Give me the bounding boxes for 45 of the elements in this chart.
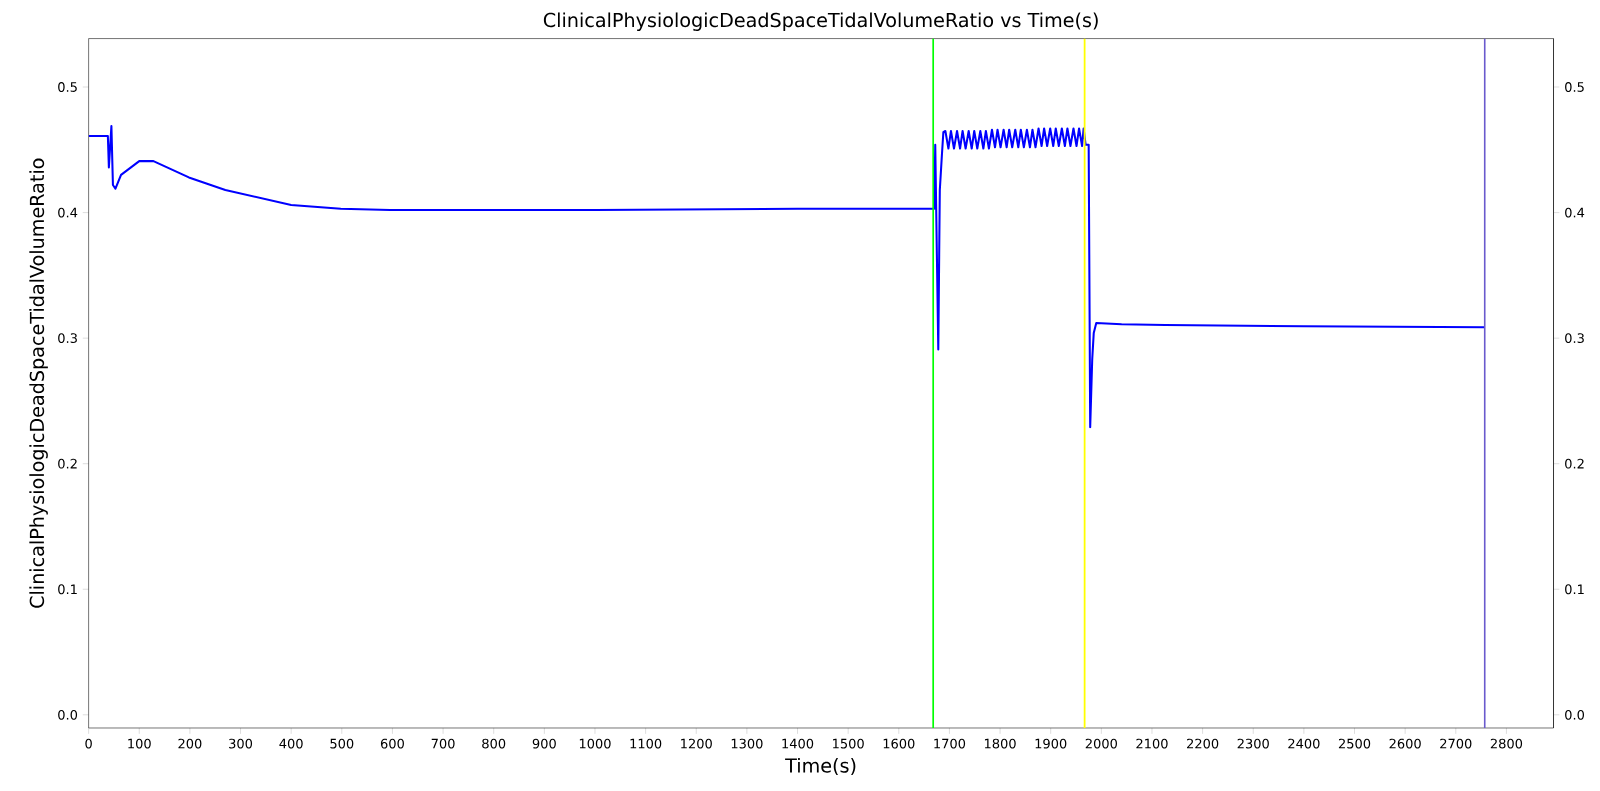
y-axis-title: ClinicalPhysiologicDeadSpaceTidalVolumeRatio [29,158,48,608]
x-tick-label: 2400 [1288,738,1320,749]
line-series [88,124,1486,429]
y2-tick-label: 0.4 [1565,207,1585,218]
x-tick-label: 1000 [579,738,611,749]
x-tick-label: 100 [128,738,151,749]
y2-tick-label: 0.0 [1565,709,1585,720]
x-tick-label: 1300 [731,738,763,749]
x-tick-label: 1200 [681,738,712,749]
x-tick-label: 2300 [1237,738,1269,749]
y-tick-label: 0.4 [58,207,78,218]
x-tick-label: 600 [380,738,404,749]
x-tick-label: 2700 [1440,738,1472,749]
x-tick-label: 2600 [1389,738,1421,749]
x-axis-title: Time(s) [785,757,856,775]
x-tick-label: 400 [279,738,303,749]
x-tick-label: 900 [532,738,556,749]
x-tick-label: 1600 [883,738,915,749]
x-tick-label: 500 [330,738,354,749]
y-tick-label: 0.2 [58,458,77,469]
y-tick-label: 0.1 [58,584,77,595]
y-tick-label: 0.0 [58,709,78,720]
y2-tick-label: 0.2 [1565,458,1584,469]
x-tick-label: 300 [229,738,253,749]
chart-title: ClinicalPhysiologicDeadSpaceTidalVolumeRatio vs Time(s) [543,12,1098,31]
x-tick-label: 1500 [833,738,864,749]
x-tick-label: 1900 [1035,738,1067,749]
y-tick-label: 0.5 [58,81,77,92]
x-tick-label: 1800 [984,738,1016,749]
x-tick-label: 2500 [1338,738,1371,749]
x-tick-label: 0 [85,738,92,749]
x-tick-label: 2800 [1490,738,1523,749]
x-tick-label: 1700 [934,738,966,749]
y2-tick-label: 0.1 [1565,584,1584,595]
x-tick-label: 200 [178,738,202,749]
y2-tick-label: 0.3 [1565,333,1584,343]
x-tick-label: 2000 [1085,738,1117,749]
x-tick-label: 1400 [782,738,814,749]
x-tick-label: 2100 [1136,738,1168,749]
y2-tick-label: 0.5 [1565,81,1584,92]
x-tick-label: 2200 [1187,738,1219,749]
x-tick-label: 800 [482,738,506,749]
y-tick-label: 0.3 [58,333,77,343]
x-tick-label: 700 [431,738,455,749]
x-tick-label: 1100 [630,738,662,749]
